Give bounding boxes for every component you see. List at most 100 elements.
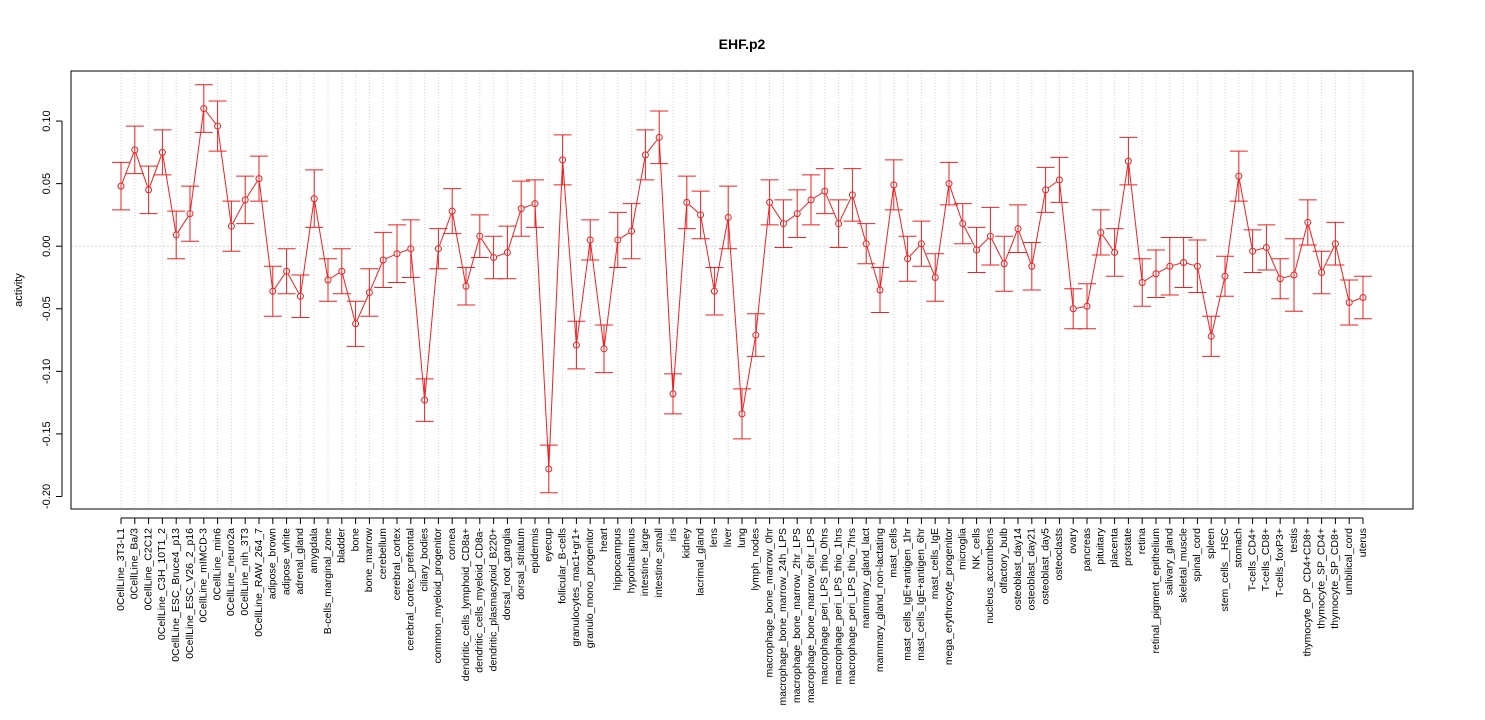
data-point bbox=[1152, 270, 1160, 278]
y-tick-label: 0.05 bbox=[41, 173, 53, 194]
series-line-segment bbox=[672, 205, 688, 391]
series-line-segment bbox=[688, 204, 699, 214]
data-point bbox=[1359, 294, 1367, 302]
x-tick-label: 0CellLine_ESC_Bruce4_p13 bbox=[170, 528, 182, 662]
data-point bbox=[200, 105, 208, 113]
y-tick-label: -0.15 bbox=[41, 421, 53, 446]
x-tick-label: NK_cells bbox=[970, 528, 982, 569]
series-line-segment bbox=[1031, 192, 1046, 264]
data-point bbox=[490, 253, 498, 261]
x-tick-label: olfactory_bulb bbox=[998, 528, 1010, 594]
data-point bbox=[931, 273, 939, 281]
x-tick-label: cornea bbox=[446, 528, 458, 560]
series-line-segment bbox=[149, 154, 162, 188]
data-point bbox=[1235, 172, 1243, 180]
data-point bbox=[669, 390, 677, 398]
data-point bbox=[255, 175, 263, 183]
series-line-segment bbox=[922, 246, 935, 275]
data-point bbox=[586, 236, 594, 244]
data-point bbox=[738, 410, 746, 418]
x-tick-label: lacrimal_gland bbox=[694, 528, 706, 596]
series-line-segment bbox=[274, 273, 286, 290]
x-tick-label: amygdala bbox=[308, 528, 320, 574]
x-tick-label: macrophage_bone_marrow_2hr_LPS bbox=[791, 528, 803, 703]
series-line-segment bbox=[466, 238, 480, 284]
series-line-segment bbox=[1322, 246, 1335, 270]
series-line-segment bbox=[770, 204, 783, 222]
x-tick-label: T-cells_CD4+ bbox=[1246, 528, 1258, 591]
data-point bbox=[793, 210, 801, 218]
x-tick-label: lung bbox=[736, 528, 748, 548]
series-line-segment bbox=[1308, 225, 1322, 270]
data-point bbox=[1014, 225, 1022, 233]
data-point bbox=[959, 220, 967, 228]
x-tick-label: osteoblast_day14 bbox=[1012, 528, 1024, 610]
data-point bbox=[1055, 176, 1063, 184]
x-tick-label: 0CellLine_C3H_10T1_2 bbox=[156, 528, 168, 640]
data-point bbox=[503, 248, 511, 256]
x-tick-label: 0CellLine_min6 bbox=[211, 528, 223, 601]
x-tick-label: retina bbox=[1136, 528, 1148, 554]
data-point bbox=[779, 220, 787, 228]
data-point bbox=[710, 287, 718, 295]
x-tick-label: macrophage_bone_marrow_24h_LPS bbox=[777, 528, 789, 705]
series-line-segment bbox=[330, 272, 340, 279]
data-point bbox=[1221, 272, 1229, 280]
x-tick-label: spleen bbox=[1205, 528, 1217, 559]
x-tick-label: eyecup bbox=[543, 528, 555, 562]
data-point bbox=[697, 211, 705, 219]
series-line-segment bbox=[700, 217, 715, 289]
data-point bbox=[1262, 243, 1270, 251]
series-line-segment bbox=[755, 205, 770, 333]
series-line-segment bbox=[481, 238, 493, 256]
x-tick-label: macrophage_peri_LPS_thio_1hrs bbox=[832, 528, 844, 684]
series-line-segment bbox=[631, 157, 646, 229]
series-line-segment bbox=[603, 242, 618, 346]
series-line-segment bbox=[1197, 269, 1212, 334]
series-line-segment bbox=[135, 152, 149, 188]
data-point bbox=[628, 227, 636, 235]
data-point bbox=[973, 246, 981, 254]
series-line-segment bbox=[1158, 267, 1168, 273]
y-tick-label: 0.10 bbox=[41, 110, 53, 131]
data-point bbox=[379, 256, 387, 264]
data-point bbox=[1276, 275, 1284, 283]
x-tick-label: bladder bbox=[336, 528, 348, 564]
data-point bbox=[917, 240, 925, 248]
x-tick-label: granulocytes_mac1+gr1+ bbox=[570, 528, 582, 647]
x-tick-label: macrophage_peri_LPS_thio_7hrs bbox=[846, 528, 858, 684]
x-tick-label: uterus bbox=[1357, 528, 1369, 557]
data-point bbox=[683, 198, 691, 206]
data-point bbox=[821, 187, 829, 195]
x-tick-label: osteoclasts bbox=[1053, 528, 1065, 581]
series-line-segment bbox=[646, 139, 658, 153]
x-tick-label: dorsal_striatum bbox=[515, 528, 527, 600]
x-tick-label: mammary_gland_non-lactating bbox=[874, 528, 886, 672]
y-axis-label: activity bbox=[13, 273, 25, 307]
series-line-segment bbox=[1018, 231, 1032, 264]
series-line-segment bbox=[496, 253, 505, 257]
x-tick-label: lens bbox=[708, 528, 720, 547]
x-tick-label: spinal_cord bbox=[1191, 528, 1203, 582]
series-line-segment bbox=[1211, 279, 1225, 334]
x-tick-label: mega_erythrocyte_progenitor bbox=[943, 528, 955, 666]
x-tick-label: T-cells_foxP3+ bbox=[1274, 528, 1286, 597]
series-line-segment bbox=[287, 273, 300, 294]
series-line-segment bbox=[576, 242, 591, 343]
data-point bbox=[1207, 332, 1215, 340]
x-tick-label: pancreas bbox=[1081, 528, 1093, 571]
x-tick-label: intestine_large bbox=[639, 528, 651, 596]
data-point bbox=[1345, 299, 1353, 307]
data-point bbox=[862, 240, 870, 248]
series-line-segment bbox=[385, 254, 395, 260]
data-point bbox=[1331, 240, 1339, 248]
data-point bbox=[434, 245, 442, 253]
data-point bbox=[1166, 262, 1174, 270]
series-line-segment bbox=[562, 162, 577, 343]
series-line-segment bbox=[1172, 262, 1181, 266]
x-tick-label: mast_cells bbox=[888, 528, 900, 578]
series-line-segment bbox=[410, 251, 425, 398]
series-line-segment bbox=[1059, 182, 1074, 306]
data-point bbox=[269, 287, 277, 295]
series-line-segment bbox=[1087, 235, 1101, 304]
